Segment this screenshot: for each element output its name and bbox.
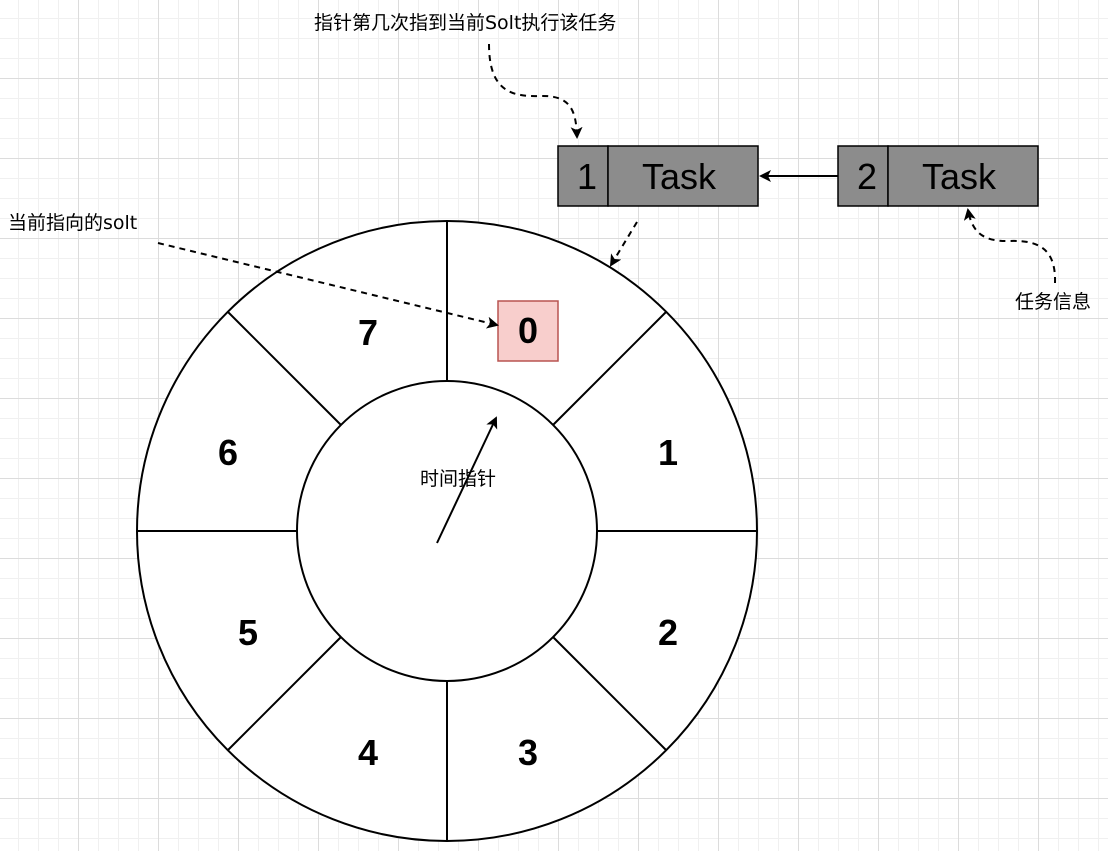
clock-hand-label: 时间指针 [420,468,496,490]
task-node-2: 2 Task [837,145,1039,207]
slot-label-4: 4 [358,732,378,773]
task-info-annotation: 任务信息 [1015,291,1091,313]
clock-hand-arrow [436,416,498,544]
inner-hub [296,380,598,682]
current-slot-highlight [497,300,559,362]
timing-wheel [136,220,758,842]
spoke-2-3 [552,636,667,751]
task-to-slot-arrow [609,221,638,267]
current-slot-pointer-arrow [157,242,499,329]
task-1-name-cell [607,145,759,207]
slot-label-3: 3 [518,732,538,773]
task-1-name: Task [642,156,717,197]
slot-label-2: 2 [658,612,678,653]
spoke-0-1 [552,311,667,426]
spoke-4-5 [227,636,342,751]
slot-label-1: 1 [658,432,678,473]
slot-label-7: 7 [358,312,378,353]
task-info-pointer-arrow [963,208,1057,284]
current-slot-annotation: 当前指向的solt [8,212,137,234]
slot-label-0: 0 [518,310,538,351]
task-1-round-cell [557,145,609,207]
spoke-6-7 [227,311,342,426]
round-annotation: 指针第几次指到当前Solt执行该任务 [314,12,616,34]
task-1-round: 1 [577,156,597,197]
task-2-name: Task [922,156,997,197]
task-node-1: 1 Task [557,145,759,207]
task-2-round-cell [837,145,889,207]
task-2-name-cell [887,145,1039,207]
task-2-round: 2 [857,156,877,197]
slot-label-5: 5 [238,612,258,653]
round-pointer-arrow [488,43,583,139]
slot-label-6: 6 [218,432,238,473]
